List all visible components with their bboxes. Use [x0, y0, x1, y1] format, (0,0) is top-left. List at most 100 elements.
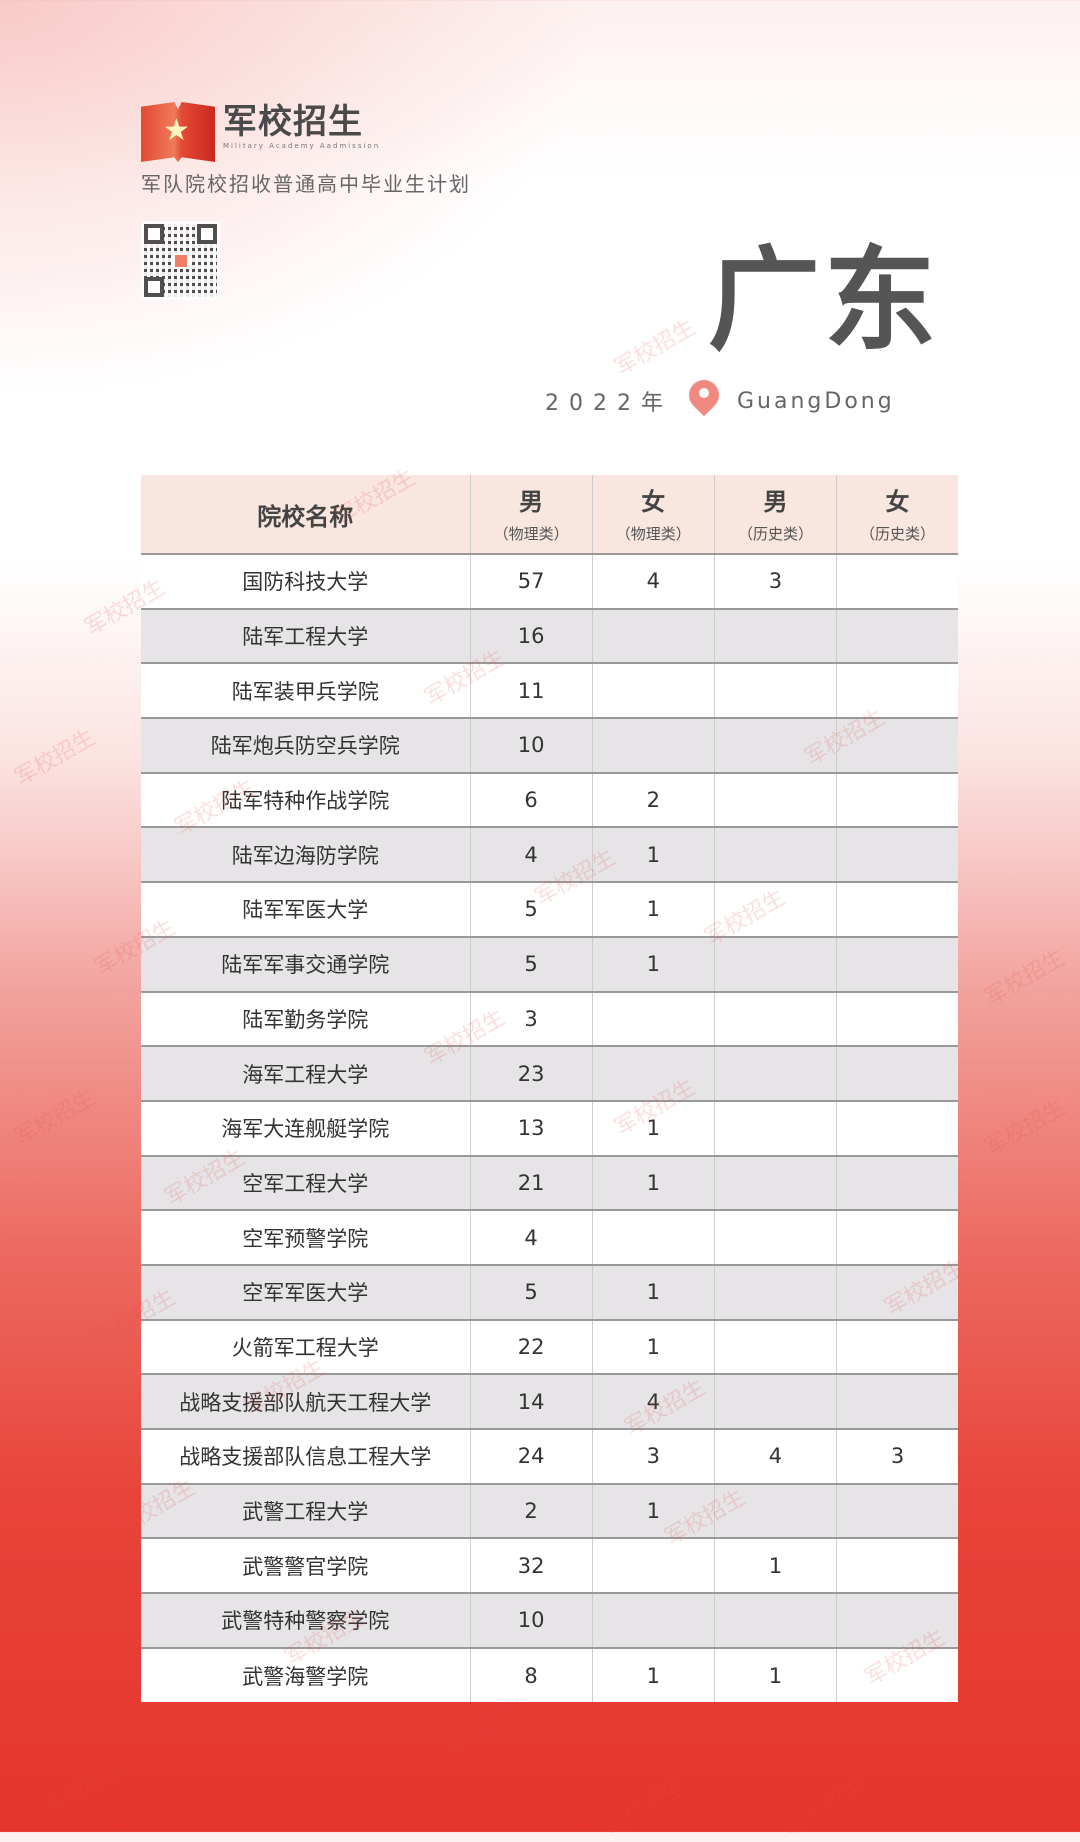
star-book-icon: ★	[141, 102, 215, 162]
quota-cell: 57	[469, 553, 593, 609]
quota-cell: 5	[469, 935, 593, 992]
quota-cell	[836, 1045, 958, 1101]
table-row: 海军工程大学 23	[141, 1045, 958, 1101]
quota-cell	[836, 1318, 958, 1375]
quota-cell: 14	[469, 1373, 593, 1429]
school-name: 陆军军事交通学院	[141, 935, 470, 992]
table-row: 武警海警学院 8 1 1	[141, 1646, 958, 1703]
quota-cell	[713, 1592, 837, 1648]
background-glow	[0, 0, 600, 400]
quota-cell: 5	[469, 1263, 593, 1320]
table-row: 陆军边海防学院 4 1	[141, 826, 958, 883]
quota-cell: 4	[591, 1373, 715, 1429]
table-row: 陆军装甲兵学院 11	[141, 662, 958, 719]
year: 2022年	[545, 391, 673, 416]
quota-cell	[836, 1263, 958, 1320]
school-name: 陆军勤务学院	[141, 990, 470, 1047]
quota-cell	[591, 662, 715, 719]
header-gender: 男	[519, 487, 544, 516]
quota-cell: 3	[469, 990, 593, 1047]
table-row: 海军大连舰艇学院 13 1	[141, 1099, 958, 1156]
watermark: 军校招生	[10, 1415, 100, 1481]
quota-cell	[713, 1373, 837, 1429]
quota-cell: 3	[836, 1428, 958, 1484]
table-row: 战略支援部队信息工程大学 24 3 4 3	[141, 1428, 958, 1484]
quota-cell: 23	[469, 1045, 593, 1101]
brand-logo: ★ 军校招生 Military Academy Aadmission	[141, 102, 380, 162]
quota-cell: 8	[469, 1646, 593, 1703]
quota-cell	[836, 881, 958, 937]
quota-cell: 1	[713, 1646, 837, 1703]
column-header: 女 （物理类）	[591, 475, 715, 554]
quota-cell	[836, 662, 958, 719]
quota-cell	[591, 717, 715, 773]
quota-cell: 32	[469, 1537, 593, 1594]
quota-cell: 16	[469, 607, 593, 664]
brand-subtitle: Military Academy Aadmission	[223, 142, 381, 150]
table-row: 火箭军工程大学 22 1	[141, 1318, 958, 1375]
quota-cell: 21	[469, 1154, 593, 1211]
quota-cell	[836, 607, 958, 664]
school-name: 战略支援部队信息工程大学	[141, 1428, 470, 1484]
quota-cell	[591, 1209, 715, 1265]
header-category: （历史类）	[737, 524, 813, 543]
school-name: 武警警官学院	[141, 1537, 470, 1594]
quota-cell	[591, 1045, 715, 1101]
table-row: 陆军炮兵防空兵学院 10	[141, 717, 958, 773]
table-row: 武警工程大学 2 1	[141, 1482, 958, 1539]
school-name: 陆军特种作战学院	[141, 771, 470, 828]
quota-cell: 22	[469, 1318, 593, 1375]
quota-cell: 1	[591, 1646, 715, 1703]
quota-cell	[836, 771, 958, 828]
quota-cell	[836, 717, 958, 773]
quota-cell: 1	[591, 881, 715, 937]
table-row: 陆军工程大学 16	[141, 607, 958, 664]
quota-cell: 1	[591, 1263, 715, 1320]
table-row: 国防科技大学 57 4 3	[141, 553, 958, 609]
location-line: 2022年 GuangDong	[545, 378, 895, 424]
quota-cell	[836, 1209, 958, 1265]
quota-cell: 6	[469, 771, 593, 828]
school-name: 国防科技大学	[141, 553, 470, 609]
watermark: 军校招生	[610, 315, 700, 381]
column-header: 院校名称	[141, 475, 470, 554]
school-name: 空军工程大学	[141, 1154, 470, 1211]
quota-cell	[836, 1099, 958, 1156]
quota-cell: 10	[469, 717, 593, 773]
quota-cell: 5	[469, 881, 593, 937]
quota-cell	[836, 1646, 958, 1703]
quota-cell	[591, 607, 715, 664]
header-category: （物理类）	[615, 524, 691, 543]
watermark: 军校招生	[10, 725, 100, 791]
quota-cell	[713, 1482, 837, 1539]
header-category: （历史类）	[860, 524, 936, 543]
quota-cell: 2	[591, 771, 715, 828]
quota-cell	[836, 1373, 958, 1429]
quota-cell	[836, 553, 958, 609]
table-row: 空军预警学院 4	[141, 1209, 958, 1265]
quota-cell: 10	[469, 1592, 593, 1648]
column-header: 女 （历史类）	[836, 475, 958, 554]
qr-code	[141, 221, 220, 300]
quota-cell	[836, 990, 958, 1047]
quota-cell	[836, 826, 958, 883]
school-name: 空军预警学院	[141, 1209, 470, 1265]
quota-cell: 1	[591, 1482, 715, 1539]
quota-cell	[713, 1154, 837, 1211]
watermark: 军校招生	[40, 1755, 130, 1821]
quota-cell	[836, 1592, 958, 1648]
header-category: （物理类）	[493, 524, 569, 543]
quota-cell	[713, 935, 837, 992]
table-row: 陆军勤务学院 3	[141, 990, 958, 1047]
quota-cell	[591, 1537, 715, 1594]
quota-cell: 1	[591, 1099, 715, 1156]
quota-cell	[836, 1154, 958, 1211]
quota-cell: 1	[713, 1537, 837, 1594]
column-header: 男 （历史类）	[713, 475, 837, 554]
quota-cell: 2	[469, 1482, 593, 1539]
quota-cell	[713, 1318, 837, 1375]
school-name: 武警海警学院	[141, 1646, 470, 1703]
school-name: 海军工程大学	[141, 1045, 470, 1101]
quota-cell: 1	[591, 1318, 715, 1375]
school-name: 空军军医大学	[141, 1263, 470, 1320]
